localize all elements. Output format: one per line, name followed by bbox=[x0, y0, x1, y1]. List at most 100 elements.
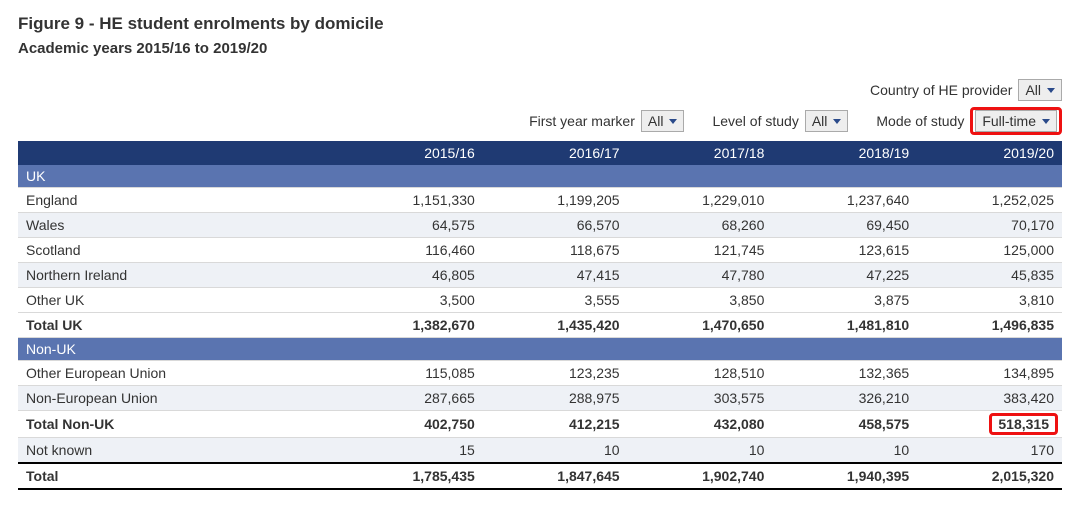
filter-first-year-label: First year marker bbox=[529, 113, 635, 129]
cell-value: 1,151,330 bbox=[338, 188, 483, 213]
cell-value: 1,470,650 bbox=[628, 313, 773, 338]
table-head: 2015/16 2016/17 2017/18 2018/19 2019/20 bbox=[18, 141, 1062, 165]
cell-value: 47,780 bbox=[628, 263, 773, 288]
section-label: Non-UK bbox=[18, 338, 1062, 361]
row-label: Scotland bbox=[18, 238, 338, 263]
cell-value: 10 bbox=[483, 438, 628, 464]
filter-first-year-dropdown[interactable]: All bbox=[641, 110, 685, 132]
chevron-down-icon bbox=[669, 119, 677, 124]
row-label: Non-European Union bbox=[18, 386, 338, 411]
cell-value: 15 bbox=[338, 438, 483, 464]
row-label: Wales bbox=[18, 213, 338, 238]
col-header-year: 2015/16 bbox=[338, 141, 483, 165]
filter-mode-dropdown[interactable]: Full-time bbox=[975, 110, 1057, 132]
cell-value: 125,000 bbox=[917, 238, 1062, 263]
cell-value: 46,805 bbox=[338, 263, 483, 288]
cell-value: 121,745 bbox=[628, 238, 773, 263]
cell-value: 1,382,670 bbox=[338, 313, 483, 338]
col-header-year: 2019/20 bbox=[917, 141, 1062, 165]
enrolment-table: 2015/16 2016/17 2017/18 2018/19 2019/20 … bbox=[18, 141, 1062, 490]
cell-value: 288,975 bbox=[483, 386, 628, 411]
section-header: UK bbox=[18, 165, 1062, 188]
row-label: England bbox=[18, 188, 338, 213]
figure-subtitle: Academic years 2015/16 to 2019/20 bbox=[18, 40, 1062, 57]
filter-level-value: All bbox=[812, 113, 828, 129]
table-row: Total Non-UK402,750412,215432,080458,575… bbox=[18, 411, 1062, 438]
cell-value: 3,850 bbox=[628, 288, 773, 313]
col-header-year: 2018/19 bbox=[772, 141, 917, 165]
col-header-year: 2016/17 bbox=[483, 141, 628, 165]
filter-mode-highlight: Full-time bbox=[970, 107, 1062, 135]
table-row: Wales64,57566,57068,26069,45070,170 bbox=[18, 213, 1062, 238]
cell-value: 1,847,645 bbox=[483, 463, 628, 489]
section-header: Non-UK bbox=[18, 338, 1062, 361]
cell-value: 123,235 bbox=[483, 361, 628, 386]
highlighted-value: 518,315 bbox=[989, 413, 1058, 435]
filter-first-year-value: All bbox=[648, 113, 664, 129]
cell-value: 1,252,025 bbox=[917, 188, 1062, 213]
cell-value: 115,085 bbox=[338, 361, 483, 386]
cell-value: 1,496,835 bbox=[917, 313, 1062, 338]
cell-value: 69,450 bbox=[772, 213, 917, 238]
cell-value: 383,420 bbox=[917, 386, 1062, 411]
filter-level-dropdown[interactable]: All bbox=[805, 110, 849, 132]
row-label: Other UK bbox=[18, 288, 338, 313]
cell-value: 68,260 bbox=[628, 213, 773, 238]
cell-value: 66,570 bbox=[483, 213, 628, 238]
cell-value: 287,665 bbox=[338, 386, 483, 411]
filter-country-label: Country of HE provider bbox=[870, 82, 1012, 98]
figure-title: Figure 9 - HE student enrolments by domi… bbox=[18, 14, 1062, 34]
filter-country-dropdown[interactable]: All bbox=[1018, 79, 1062, 101]
filter-first-year: First year marker All bbox=[529, 107, 684, 135]
cell-value: 128,510 bbox=[628, 361, 773, 386]
cell-value: 1,902,740 bbox=[628, 463, 773, 489]
table-row: Scotland116,460118,675121,745123,615125,… bbox=[18, 238, 1062, 263]
cell-value: 70,170 bbox=[917, 213, 1062, 238]
cell-value: 64,575 bbox=[338, 213, 483, 238]
cell-value: 118,675 bbox=[483, 238, 628, 263]
table-row: Northern Ireland46,80547,41547,78047,225… bbox=[18, 263, 1062, 288]
filters-row-2: First year marker All Level of study All… bbox=[18, 107, 1062, 135]
cell-value: 45,835 bbox=[917, 263, 1062, 288]
col-header-blank bbox=[18, 141, 338, 165]
filter-country: Country of HE provider All bbox=[870, 79, 1062, 101]
chevron-down-icon bbox=[1047, 88, 1055, 93]
table-row: Other UK3,5003,5553,8503,8753,810 bbox=[18, 288, 1062, 313]
cell-value: 123,615 bbox=[772, 238, 917, 263]
cell-value: 3,810 bbox=[917, 288, 1062, 313]
filter-country-value: All bbox=[1025, 82, 1041, 98]
cell-value: 3,875 bbox=[772, 288, 917, 313]
row-label: Total Non-UK bbox=[18, 411, 338, 438]
cell-value: 170 bbox=[917, 438, 1062, 464]
cell-value: 1,237,640 bbox=[772, 188, 917, 213]
filter-mode-label: Mode of study bbox=[876, 113, 964, 129]
filters-row-1: Country of HE provider All bbox=[18, 79, 1062, 101]
cell-value: 1,785,435 bbox=[338, 463, 483, 489]
table-row: Total1,785,4351,847,6451,902,7401,940,39… bbox=[18, 463, 1062, 489]
cell-value: 47,415 bbox=[483, 263, 628, 288]
chevron-down-icon bbox=[1042, 119, 1050, 124]
table-row: Total UK1,382,6701,435,4201,470,6501,481… bbox=[18, 313, 1062, 338]
cell-value: 2,015,320 bbox=[917, 463, 1062, 489]
filter-mode-value: Full-time bbox=[982, 113, 1036, 129]
row-label: Total UK bbox=[18, 313, 338, 338]
col-header-year: 2017/18 bbox=[628, 141, 773, 165]
cell-value: 3,500 bbox=[338, 288, 483, 313]
cell-value: 518,315 bbox=[917, 411, 1062, 438]
table-row: Non-European Union287,665288,975303,575 3… bbox=[18, 386, 1062, 411]
filter-mode: Mode of study Full-time bbox=[876, 107, 1062, 135]
cell-value: 432,080 bbox=[628, 411, 773, 438]
cell-value: 1,435,420 bbox=[483, 313, 628, 338]
cell-value: 1,940,395 bbox=[772, 463, 917, 489]
cell-value: 412,215 bbox=[483, 411, 628, 438]
cell-value: 458,575 bbox=[772, 411, 917, 438]
table-body: UKEngland1,151,3301,199,2051,229,0101,23… bbox=[18, 165, 1062, 489]
cell-value: 1,229,010 bbox=[628, 188, 773, 213]
table-row: Other European Union115,085123,235128,51… bbox=[18, 361, 1062, 386]
section-label: UK bbox=[18, 165, 1062, 188]
row-label: Northern Ireland bbox=[18, 263, 338, 288]
chevron-down-icon bbox=[833, 119, 841, 124]
cell-value: 402,750 bbox=[338, 411, 483, 438]
cell-value: 132,365 bbox=[772, 361, 917, 386]
cell-value: 303,575 bbox=[628, 386, 773, 411]
